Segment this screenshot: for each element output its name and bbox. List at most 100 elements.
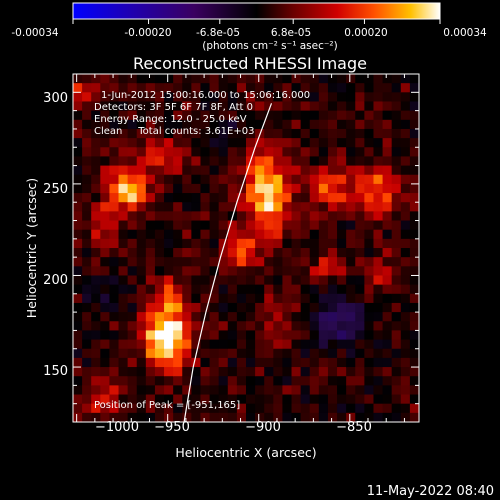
- heatmap-cell: [282, 385, 293, 396]
- heatmap-cell: [236, 376, 247, 386]
- heatmap-cell: [273, 183, 284, 194]
- heatmap-cell: [145, 357, 156, 368]
- heatmap-cell: [209, 165, 220, 176]
- heatmap-cell: [300, 165, 311, 176]
- heatmap-cell: [327, 147, 338, 158]
- heatmap-cell: [327, 211, 338, 222]
- heatmap-cell: [346, 302, 356, 313]
- heatmap-cell: [346, 339, 356, 350]
- heatmap-cell: [318, 110, 329, 121]
- heatmap-cell: [73, 403, 83, 414]
- heatmap-cell: [127, 275, 138, 286]
- heatmap-cell: [309, 110, 320, 121]
- heatmap-cell: [127, 183, 138, 194]
- heatmap-cell: [255, 293, 265, 304]
- heatmap-cell: [264, 110, 274, 121]
- heatmap-cell: [300, 92, 311, 103]
- heatmap-cell: [218, 211, 229, 222]
- heatmap-cell: [191, 174, 202, 185]
- heatmap-cell: [227, 275, 238, 286]
- heatmap-cell: [91, 312, 101, 322]
- heatmap-cell: [364, 211, 375, 222]
- heatmap-cell: [227, 321, 238, 332]
- heatmap-cell: [109, 348, 120, 359]
- heatmap-cell: [327, 293, 338, 304]
- heatmap-cell: [318, 229, 329, 240]
- heatmap-cell: [100, 367, 111, 377]
- heatmap-cell: [191, 330, 202, 341]
- heatmap-cell: [91, 147, 101, 158]
- heatmap-cell: [282, 229, 293, 240]
- heatmap-cell: [209, 128, 220, 139]
- heatmap-cell: [91, 257, 101, 267]
- heatmap-cell: [327, 174, 338, 185]
- axis-ticks: [73, 73, 419, 422]
- heatmap-cell: [82, 110, 92, 121]
- heatmap-cell: [355, 376, 365, 386]
- heatmap-cell: [409, 74, 419, 84]
- heatmap-cell: [73, 101, 83, 112]
- heatmap-cell: [318, 183, 329, 194]
- heatmap-cell: [100, 257, 111, 267]
- heatmap-cell: [291, 367, 302, 377]
- heatmap-cell: [273, 128, 284, 139]
- heatmap-cell: [164, 321, 174, 332]
- heatmap-cell: [264, 339, 274, 350]
- heatmap-cell: [364, 302, 375, 313]
- heatmap-cell: [73, 147, 83, 158]
- heatmap-cell: [73, 275, 83, 286]
- heatmap-cell: [273, 412, 284, 422]
- heatmap-cell: [209, 83, 220, 93]
- heatmap-cell: [182, 193, 192, 203]
- heatmap-cell: [355, 83, 365, 93]
- heatmap-cell: [291, 238, 302, 249]
- heatmap-cell: [127, 385, 138, 396]
- heatmap-cell: [182, 238, 192, 249]
- heatmap-cell: [337, 229, 347, 240]
- heatmap-cell: [264, 376, 274, 386]
- heatmap-cell: [82, 220, 92, 231]
- heatmap-cell: [273, 385, 284, 396]
- heatmap-cell: [227, 376, 238, 386]
- heatmap-cell: [145, 403, 156, 414]
- heatmap-cell: [109, 257, 120, 267]
- heatmap-cell: [273, 293, 284, 304]
- heatmap-cell: [227, 83, 238, 93]
- heatmap-cell: [127, 293, 138, 304]
- heatmap-cell: [118, 119, 129, 130]
- heatmap-cell: [100, 92, 111, 103]
- heatmap-cell: [154, 275, 165, 286]
- heatmap-cell: [282, 183, 293, 194]
- heatmap-cell: [100, 357, 111, 368]
- heatmap-cell: [91, 284, 101, 295]
- heatmap-cell: [400, 348, 411, 359]
- heatmap-cell: [218, 412, 229, 422]
- heatmap-cell: [164, 348, 174, 359]
- heatmap-cell: [309, 202, 320, 212]
- heatmap-cell: [145, 312, 156, 322]
- heatmap-cell: [227, 183, 238, 194]
- heatmap-cell: [291, 257, 302, 267]
- heatmap-cell: [164, 376, 174, 386]
- heatmap-cell: [355, 385, 365, 396]
- heatmap-cell: [355, 211, 365, 222]
- heatmap-cell: [273, 165, 284, 176]
- heatmap-cell: [209, 138, 220, 148]
- heatmap-cell: [82, 101, 92, 112]
- heatmap-cell: [100, 330, 111, 341]
- heatmap-cell: [109, 367, 120, 377]
- heatmap-cell: [364, 202, 375, 212]
- heatmap-cell: [309, 248, 320, 258]
- heatmap-cell: [182, 330, 192, 341]
- heatmap-cell: [318, 193, 329, 203]
- heatmap-cell: [173, 348, 183, 359]
- heatmap-cell: [309, 193, 320, 203]
- heatmap-cell: [309, 412, 320, 422]
- heatmap-cell: [164, 128, 174, 139]
- heatmap-cell: [264, 266, 274, 277]
- heatmap-cell: [355, 266, 365, 277]
- heatmap-cell: [400, 275, 411, 286]
- heatmap-cell: [255, 367, 265, 377]
- heatmap-cell: [145, 211, 156, 222]
- heatmap-cell: [246, 302, 256, 313]
